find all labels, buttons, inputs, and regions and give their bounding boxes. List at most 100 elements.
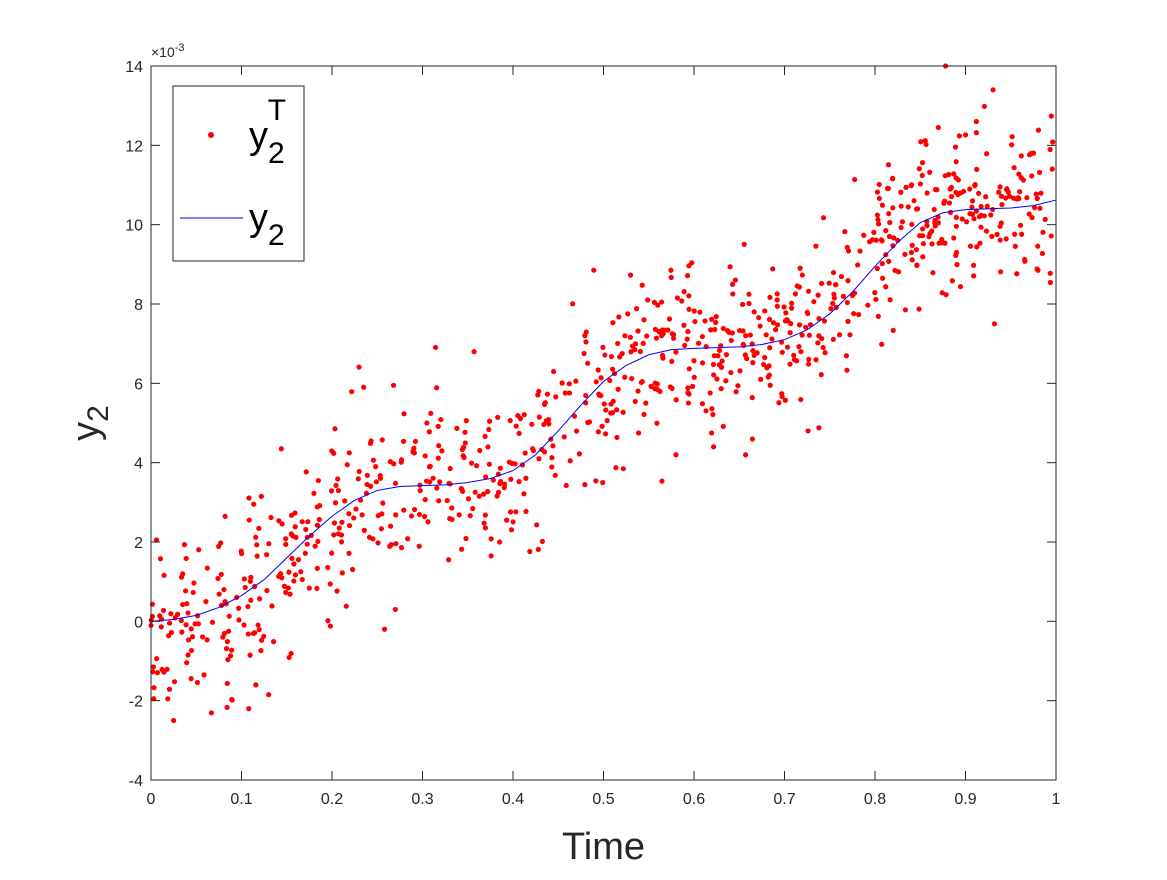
- data-point: [607, 377, 613, 384]
- data-point: [766, 363, 772, 369]
- data-point: [603, 431, 609, 437]
- data-point: [953, 214, 959, 220]
- data-point: [527, 548, 533, 555]
- data-point: [315, 477, 321, 484]
- data-point: [387, 523, 394, 529]
- data-point: [447, 515, 453, 522]
- data-point: [1009, 142, 1015, 148]
- data-point: [791, 357, 798, 363]
- data-point: [278, 446, 284, 452]
- data-point: [710, 444, 717, 450]
- data-point: [477, 447, 483, 454]
- data-point: [236, 605, 242, 611]
- y-scale-base: ×10: [151, 44, 175, 60]
- data-point: [1026, 211, 1032, 217]
- data-point: [247, 652, 253, 658]
- data-point: [377, 475, 384, 481]
- data-point: [488, 536, 494, 542]
- data-point: [336, 525, 342, 531]
- data-point: [583, 392, 589, 399]
- data-point: [716, 347, 723, 353]
- data-point: [739, 301, 746, 308]
- data-point: [932, 223, 938, 229]
- data-point: [712, 326, 718, 333]
- data-point: [628, 349, 634, 355]
- data-point: [1050, 139, 1056, 145]
- data-point: [756, 315, 762, 321]
- data-point: [874, 189, 881, 195]
- data-point: [209, 619, 216, 625]
- data-point: [831, 291, 837, 297]
- data-point: [939, 290, 945, 296]
- data-point: [935, 124, 941, 131]
- data-point: [245, 603, 251, 610]
- legend-label-observed-base: y: [249, 115, 268, 157]
- data-point: [264, 552, 270, 558]
- data-point: [954, 262, 960, 268]
- data-point: [1036, 169, 1043, 175]
- data-point: [456, 512, 462, 518]
- data-point: [1031, 205, 1038, 211]
- data-point: [713, 314, 719, 320]
- data-point: [709, 316, 715, 322]
- data-point: [299, 576, 305, 583]
- data-point: [188, 626, 194, 632]
- data-point: [902, 251, 908, 257]
- data-point: [522, 450, 528, 456]
- data-point: [539, 446, 545, 453]
- data-point: [983, 228, 990, 234]
- data-point: [510, 519, 516, 525]
- data-point: [767, 382, 773, 388]
- data-point: [314, 565, 320, 571]
- data-point: [268, 514, 274, 521]
- data-point: [498, 478, 504, 485]
- legend-entry-observed: y2 T: [208, 94, 286, 170]
- data-point: [495, 489, 502, 495]
- data-point: [779, 394, 785, 400]
- data-point: [876, 195, 883, 202]
- data-point: [1035, 243, 1041, 249]
- data-point: [949, 278, 955, 284]
- data-point: [924, 190, 930, 196]
- data-point: [299, 519, 305, 525]
- data-point: [289, 555, 295, 561]
- data-point: [826, 280, 832, 286]
- data-point: [917, 181, 924, 187]
- data-point: [627, 334, 633, 340]
- data-point: [571, 413, 578, 419]
- data-point: [685, 328, 691, 335]
- data-point: [857, 248, 863, 254]
- data-point: [919, 160, 926, 166]
- data-point: [847, 332, 853, 338]
- data-point: [1015, 195, 1021, 201]
- data-point: [1048, 233, 1054, 239]
- data-point: [422, 497, 428, 503]
- data-point: [873, 237, 879, 243]
- data-point: [1039, 250, 1045, 257]
- data-point: [899, 219, 906, 225]
- data-point: [632, 398, 638, 405]
- data-point: [924, 223, 930, 229]
- data-point: [757, 323, 763, 329]
- data-point: [614, 434, 620, 441]
- data-point: [953, 159, 959, 165]
- data-point: [188, 676, 194, 682]
- data-point: [887, 297, 893, 303]
- data-point: [784, 344, 791, 350]
- data-point: [799, 332, 805, 338]
- data-point: [246, 706, 252, 712]
- data-point: [427, 479, 433, 485]
- data-point: [269, 603, 275, 609]
- data-point: [639, 282, 645, 288]
- data-point: [681, 289, 687, 295]
- data-point: [485, 489, 491, 495]
- data-point: [659, 327, 666, 333]
- data-point: [436, 498, 442, 504]
- data-point: [278, 571, 284, 577]
- data-point: [798, 349, 804, 355]
- y-tick-label: 0: [134, 614, 143, 631]
- data-point: [253, 682, 259, 688]
- data-point: [449, 505, 455, 511]
- data-point: [691, 374, 697, 380]
- data-point: [438, 416, 444, 423]
